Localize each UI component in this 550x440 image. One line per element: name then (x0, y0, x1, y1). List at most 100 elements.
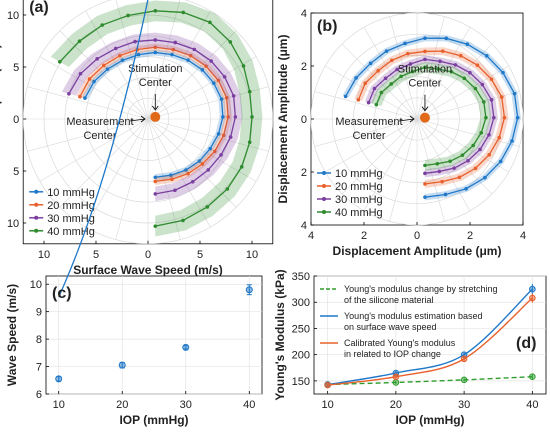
data-point (208, 20, 212, 25)
series-line (345, 37, 519, 198)
data-point (95, 57, 99, 61)
series-10-mmhg (81, 49, 226, 181)
grid-spoke (59, 30, 149, 120)
grid-spoke (85, 118, 149, 228)
data-point (449, 69, 454, 74)
data-point (239, 165, 244, 169)
text-line: Center (352, 130, 385, 142)
x-tick-label: 2 (467, 230, 473, 242)
text-line: Young's modulus estimation based (344, 311, 482, 321)
data-point (529, 285, 536, 293)
grid-spoke (147, 0, 181, 120)
panel-label: (d) (516, 335, 536, 352)
data-point (466, 158, 470, 163)
data-point (55, 375, 63, 383)
data-point (498, 159, 503, 164)
y-tick-label: 8 (36, 334, 42, 346)
annotations: Stimulation Center Measurement Center (66, 63, 182, 142)
data-point (77, 39, 82, 43)
text-line: Stimulation (398, 64, 452, 76)
legend: Young's modulus change by stretching of t… (320, 284, 498, 359)
y-tick-label: 2 (301, 167, 307, 179)
data-point (363, 81, 368, 86)
data-point (222, 75, 227, 79)
data-point (208, 146, 213, 151)
x-tick-label: 0 (414, 230, 420, 242)
panel-a: Stimulation Center Measurement Center 10 mmH… (0, 0, 274, 277)
data-point (458, 53, 463, 58)
data-point (457, 175, 462, 180)
grid-spoke (39, 56, 149, 120)
legend-entry: 30 mmHg (47, 213, 95, 225)
grid (46, 276, 262, 395)
series-line (84, 51, 224, 178)
grid-spoke (314, 91, 418, 120)
data-point (487, 152, 492, 157)
x-tick-label: 20 (390, 399, 402, 411)
data-point (87, 77, 92, 81)
x-axis-label: IOP (mmHg) (119, 413, 188, 427)
grid-spoke (341, 43, 418, 120)
y-tick-label: 200 (292, 350, 310, 362)
data-point (209, 59, 213, 63)
y-tick-label: 0 (13, 114, 19, 126)
grid-spoke (389, 118, 418, 222)
data-point (324, 381, 331, 389)
y-tick-label: 5 (13, 166, 19, 178)
panel-label: (c) (52, 285, 72, 302)
data-point (197, 159, 202, 163)
y-axis-label: Displacement Amplitude (μm) (276, 35, 290, 204)
data-point (376, 69, 380, 73)
data-point (153, 45, 158, 50)
data-point (224, 96, 229, 100)
series-line-group (324, 293, 536, 389)
data-point (219, 153, 223, 157)
arrow-head (409, 115, 415, 123)
y-tick-label: 250 (292, 323, 310, 335)
data-point (501, 70, 505, 75)
series-line (327, 288, 533, 386)
x-tick-label: 4 (520, 230, 526, 242)
data-point (100, 23, 105, 27)
x-tick-label: 5 (197, 249, 203, 261)
data-point (170, 52, 174, 57)
grid-spoke (39, 118, 149, 182)
data-point (487, 133, 491, 137)
data-point (247, 140, 252, 145)
grid-spoke (416, 118, 471, 211)
data-point (478, 147, 482, 152)
data-point (212, 149, 217, 154)
data-point (483, 175, 487, 180)
data-point (200, 68, 205, 72)
data-point (460, 153, 465, 157)
data-point (228, 40, 233, 44)
grid-spoke (314, 118, 418, 147)
data-point (205, 205, 210, 209)
data-point (173, 188, 177, 193)
grid-spoke (416, 65, 509, 120)
grid-spoke (363, 118, 418, 211)
series-line (357, 50, 506, 185)
data-point (452, 166, 456, 170)
data-point (374, 102, 379, 107)
data-point (221, 133, 226, 138)
x-tick-label: 5 (93, 249, 99, 261)
arrow-head (140, 115, 146, 123)
text-line: Measurement (335, 116, 402, 128)
data-point (497, 135, 501, 140)
x-tick-label: 30 (180, 399, 192, 411)
data-point (58, 60, 62, 64)
stimulation-label: Stimulation Center (128, 63, 182, 89)
data-point (489, 98, 494, 102)
x-tick-label: 10 (53, 399, 65, 411)
y-tick-label: 10 (7, 10, 19, 22)
data-point (153, 9, 158, 13)
data-point (512, 91, 517, 96)
data-point (423, 49, 427, 54)
data-point (515, 115, 520, 120)
data-point (118, 361, 126, 369)
